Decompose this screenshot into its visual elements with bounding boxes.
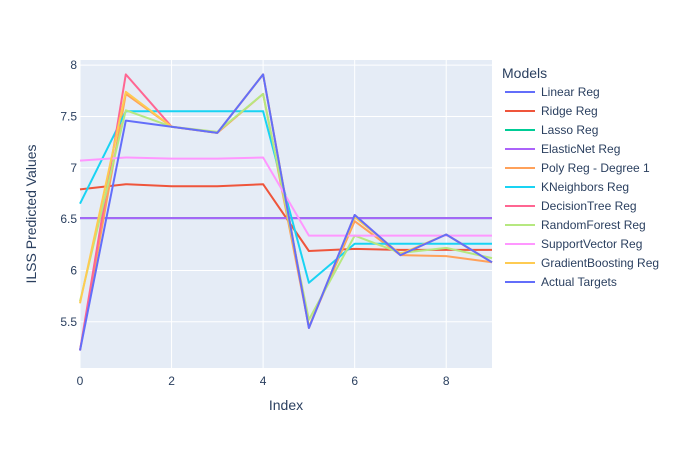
y-tick-label: 6.5: [60, 212, 77, 226]
legend-label: Lasso Reg: [541, 123, 598, 137]
series-lines: [79, 73, 493, 351]
legend-title[interactable]: Models: [502, 65, 547, 81]
x-tick-labels: 0 2 4 6 8: [77, 374, 450, 388]
y-tick-label: 8: [70, 58, 77, 72]
legend-label: Actual Targets: [541, 275, 617, 289]
legend-item[interactable]: Lasso Reg: [505, 123, 598, 137]
y-tick-label: 5.5: [60, 315, 77, 329]
legend[interactable]: Linear Reg Ridge Reg Lasso Reg ElasticNet R…: [505, 85, 659, 289]
legend-label: Ridge Reg: [541, 104, 598, 118]
x-tick-label: 4: [260, 374, 267, 388]
x-tick-label: 8: [443, 374, 450, 388]
y-axis-title: ILSS Predicted Values: [23, 144, 39, 283]
y-tick-label: 7: [70, 161, 77, 175]
y-tick-labels: 5.5 6 6.5 7 7.5 8: [60, 58, 77, 329]
legend-item[interactable]: SupportVector Reg: [505, 237, 642, 251]
legend-label: GradientBoosting Reg: [541, 256, 659, 270]
legend-item[interactable]: DecisionTree Reg: [505, 199, 637, 213]
series-line[interactable]: [79, 73, 493, 351]
x-tick-label: 6: [351, 374, 358, 388]
legend-item[interactable]: RandomForest Reg: [505, 218, 646, 232]
legend-label: DecisionTree Reg: [541, 199, 637, 213]
legend-label: RandomForest Reg: [541, 218, 646, 232]
legend-item[interactable]: GradientBoosting Reg: [505, 256, 659, 270]
legend-label: Poly Reg - Degree 1: [541, 161, 650, 175]
legend-item[interactable]: Linear Reg: [505, 85, 600, 99]
x-tick-label: 2: [168, 374, 175, 388]
y-tick-label: 7.5: [60, 109, 77, 123]
legend-item[interactable]: KNeighbors Reg: [505, 180, 629, 194]
legend-item[interactable]: Actual Targets: [505, 275, 617, 289]
legend-label: SupportVector Reg: [541, 237, 642, 251]
legend-label: ElasticNet Reg: [541, 142, 620, 156]
legend-item[interactable]: Poly Reg - Degree 1: [505, 161, 650, 175]
legend-label: KNeighbors Reg: [541, 180, 629, 194]
x-axis-title: Index: [269, 397, 303, 413]
legend-item[interactable]: Ridge Reg: [505, 104, 598, 118]
y-tick-label: 6: [70, 263, 77, 277]
legend-label: Linear Reg: [541, 85, 600, 99]
legend-item[interactable]: ElasticNet Reg: [505, 142, 620, 156]
x-tick-label: 0: [77, 374, 84, 388]
